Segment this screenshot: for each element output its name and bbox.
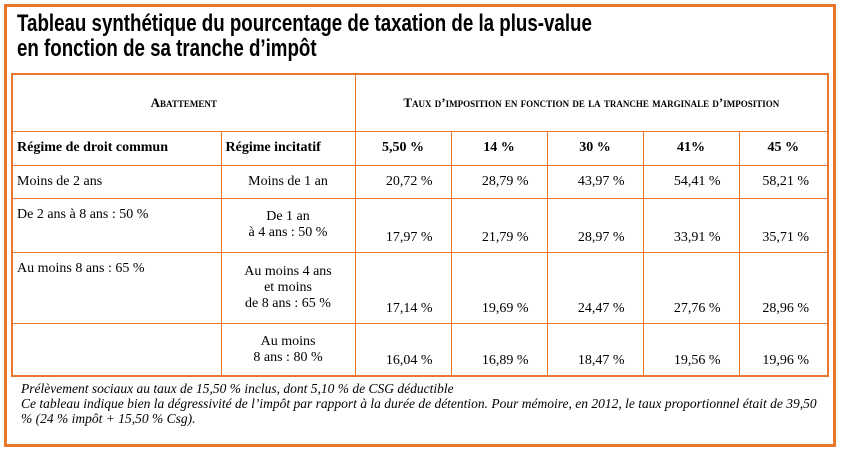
cell-value: 54,41 % bbox=[642, 165, 740, 200]
document-frame: Tableau synthétique du pourcentage de ta… bbox=[4, 4, 836, 447]
cell-value: 28,79 % bbox=[450, 165, 548, 200]
column-header-row: Régime de droit commun Régime incitatif … bbox=[13, 130, 828, 167]
group-header-row: Abattement Taux d’imposition en fonction… bbox=[13, 75, 828, 132]
cell-incitatif-line: à 4 ans : 50 % bbox=[248, 225, 328, 241]
cell-value: 19,56 % bbox=[642, 323, 740, 375]
col-header-rate-4: 41% bbox=[642, 130, 740, 167]
title-line-2: en fonction de sa tranche d’impôt bbox=[17, 35, 317, 62]
cell-value: 19,69 % bbox=[450, 251, 548, 325]
tax-table: Abattement Taux d’imposition en fonction… bbox=[13, 75, 828, 375]
col-header-rate-5: 45 % bbox=[738, 130, 828, 167]
col-header-droit-commun: Régime de droit commun bbox=[13, 130, 222, 167]
cell-value: 28,96 % bbox=[738, 251, 828, 325]
cell-incitatif: Moins de 1 an bbox=[220, 165, 356, 200]
header-abattement: Abattement bbox=[13, 75, 356, 132]
page-title: Tableau synthétique du pourcentage de ta… bbox=[17, 11, 641, 61]
cell-value: 16,04 % bbox=[354, 323, 452, 375]
cell-value: 19,96 % bbox=[738, 323, 828, 375]
table-row: Au moins 8 ans : 80 % 16,04 % 16,89 % 18… bbox=[13, 323, 828, 375]
cell-droit-commun: Moins de 2 ans bbox=[13, 165, 222, 200]
cell-value: 43,97 % bbox=[546, 165, 644, 200]
cell-incitatif-line: et moins bbox=[264, 279, 312, 295]
cell-incitatif-line: Moins de 1 an bbox=[248, 174, 328, 190]
cell-droit-commun bbox=[13, 323, 222, 375]
cell-value: 17,97 % bbox=[354, 198, 452, 253]
tax-table-wrapper: Abattement Taux d’imposition en fonction… bbox=[11, 73, 829, 377]
cell-incitatif-line: De 1 an bbox=[266, 209, 310, 225]
cell-droit-commun: De 2 ans à 8 ans : 50 % bbox=[13, 198, 222, 253]
cell-incitatif: De 1 an à 4 ans : 50 % bbox=[220, 198, 356, 253]
cell-value: 28,97 % bbox=[546, 198, 644, 253]
cell-incitatif-line: Au moins 4 ans bbox=[244, 263, 332, 279]
col-header-rate-1: 5,50 % bbox=[354, 130, 452, 167]
col-header-rate-2: 14 % bbox=[450, 130, 548, 167]
cell-value: 24,47 % bbox=[546, 251, 644, 325]
cell-value: 17,14 % bbox=[354, 251, 452, 325]
col-header-incitatif: Régime incitatif bbox=[220, 130, 356, 167]
table-row: De 2 ans à 8 ans : 50 % De 1 an à 4 ans … bbox=[13, 198, 828, 253]
cell-value: 35,71 % bbox=[738, 198, 828, 253]
cell-incitatif-line: 8 ans : 80 % bbox=[253, 349, 323, 365]
cell-value: 27,76 % bbox=[642, 251, 740, 325]
table-row: Moins de 2 ans Moins de 1 an 20,72 % 28,… bbox=[13, 165, 828, 200]
table-row: Au moins 8 ans : 65 % Au moins 4 ans et … bbox=[13, 251, 828, 325]
title-line-1: Tableau synthétique du pourcentage de ta… bbox=[17, 10, 592, 37]
cell-incitatif: Au moins 8 ans : 80 % bbox=[220, 323, 356, 375]
cell-value: 21,79 % bbox=[450, 198, 548, 253]
header-taux: Taux d’imposition en fonction de la tran… bbox=[354, 75, 828, 132]
col-header-rate-3: 30 % bbox=[546, 130, 644, 167]
cell-droit-commun: Au moins 8 ans : 65 % bbox=[13, 251, 222, 325]
cell-value: 33,91 % bbox=[642, 198, 740, 253]
cell-value: 18,47 % bbox=[546, 323, 644, 375]
cell-incitatif: Au moins 4 ans et moins de 8 ans : 65 % bbox=[220, 251, 356, 325]
cell-value: 58,21 % bbox=[738, 165, 828, 200]
cell-incitatif-line: de 8 ans : 65 % bbox=[245, 295, 331, 311]
cell-value: 16,89 % bbox=[450, 323, 548, 375]
cell-value: 20,72 % bbox=[354, 165, 452, 200]
cell-incitatif-line: Au moins bbox=[260, 333, 316, 349]
footnote: Prélèvement sociaux au taux de 15,50 % i… bbox=[21, 381, 821, 426]
footnote-line-2: Ce tableau indique bien la dégressivité … bbox=[21, 396, 817, 426]
footnote-line-1: Prélèvement sociaux au taux de 15,50 % i… bbox=[21, 381, 454, 396]
